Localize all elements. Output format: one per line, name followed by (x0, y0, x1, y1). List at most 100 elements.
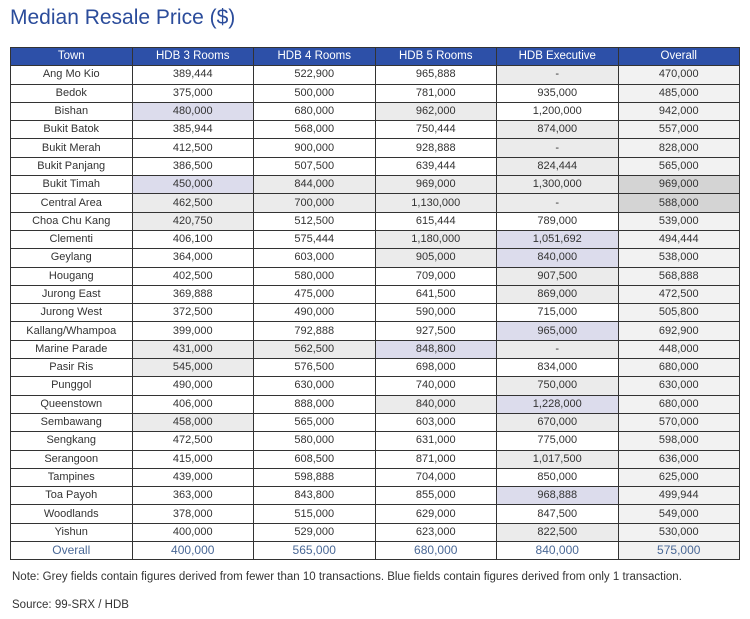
price-cell: 848,800 (374, 339, 497, 360)
table-row: Geylang 364,000 603,000 905,000 840,000 538,0… (10, 248, 740, 268)
price-cell: 905,000 (374, 248, 497, 268)
town-cell: Sembawang (10, 412, 133, 433)
price-cell: 385,944 (131, 120, 254, 140)
price-cell: 402,500 (131, 266, 254, 286)
price-cell: 500,000 (253, 83, 376, 103)
price-cell: 1,180,000 (374, 229, 497, 250)
price-cell: 1,200,000 (496, 101, 619, 122)
table-row: Woodlands 378,000 515,000 629,000 847,500 549… (10, 504, 740, 524)
column-header: HDB 3 Rooms (131, 46, 254, 67)
price-cell: 372,500 (131, 303, 254, 323)
price-cell: 698,000 (374, 358, 497, 378)
town-cell: Bukit Merah (10, 138, 133, 158)
price-cell: 1,051,692 (496, 229, 619, 250)
price-cell: 623,000 (374, 522, 497, 543)
overall-label: Overall (10, 541, 133, 561)
price-cell: 490,000 (253, 303, 376, 323)
price-cell: 369,888 (131, 284, 254, 305)
town-cell: Serangoon (10, 449, 133, 469)
price-cell: 499,944 (617, 486, 740, 506)
price-cell: 629,000 (374, 504, 497, 524)
town-cell: Clementi (10, 229, 133, 250)
price-cell: 615,444 (374, 211, 497, 231)
price-cell: 639,444 (374, 156, 497, 177)
table-row: Queenstown 406,000 888,000 840,000 1,228,000… (10, 394, 740, 414)
price-cell: 828,000 (617, 138, 740, 158)
price-cell: 792,888 (253, 321, 376, 341)
price-cell: 378,000 (131, 504, 254, 524)
price-cell: 844,000 (253, 175, 376, 195)
town-cell: Hougang (10, 266, 133, 286)
price-cell: 480,000 (131, 101, 254, 122)
overall-row: Overall 400,000 565,000 680,000 840,000 575,0… (10, 541, 740, 561)
price-cell: 539,000 (617, 211, 740, 231)
town-cell: Queenstown (10, 394, 133, 414)
price-cell: 448,000 (617, 339, 740, 360)
price-cell: 364,000 (131, 248, 254, 268)
overall-cell: 840,000 (496, 541, 619, 561)
price-cell: 458,000 (131, 412, 254, 433)
price-cell: 968,888 (496, 486, 619, 506)
price-cell: 576,500 (253, 358, 376, 378)
price-cell: 475,000 (253, 284, 376, 305)
price-cell: 869,000 (496, 284, 619, 305)
price-cell: 415,000 (131, 449, 254, 469)
price-cell: 1,017,500 (496, 449, 619, 469)
price-cell: 834,000 (496, 358, 619, 378)
town-cell: Bukit Batok (10, 120, 133, 140)
price-cell: 363,000 (131, 486, 254, 506)
price-cell: 962,000 (374, 101, 497, 122)
table-row: Toa Payoh 363,000 843,800 855,000 968,888 499… (10, 486, 740, 506)
town-cell: Central Area (10, 193, 133, 213)
price-cell: 608,500 (253, 449, 376, 469)
price-cell: - (496, 65, 619, 85)
town-cell: Sengkang (10, 431, 133, 451)
price-cell: 709,000 (374, 266, 497, 286)
town-cell: Bedok (10, 83, 133, 103)
town-cell: Punggol (10, 376, 133, 396)
price-cell: 907,500 (496, 266, 619, 286)
price-cell: 935,000 (496, 83, 619, 103)
column-header: HDB 5 Rooms (374, 46, 497, 67)
footnote: Note: Grey fields contain figures derive… (12, 571, 682, 583)
column-header: HDB Executive (496, 46, 619, 67)
table-row: Kallang/Whampoa 399,000 792,888 927,500 965,… (10, 321, 740, 341)
price-cell: 386,500 (131, 156, 254, 177)
price-cell: 439,000 (131, 467, 254, 488)
price-cell: 715,000 (496, 303, 619, 323)
table-row: Marine Parade 431,000 562,500 848,800-448,0… (10, 339, 740, 360)
price-cell: 822,500 (496, 522, 619, 543)
price-cell: 1,300,000 (496, 175, 619, 195)
town-cell: Toa Payoh (10, 486, 133, 506)
header-row: Town HDB 3 Rooms HDB 4 Rooms HDB 5 Rooms HDB… (10, 46, 740, 67)
price-cell: 530,000 (617, 522, 740, 543)
price-cell: 580,000 (253, 431, 376, 451)
price-cell: - (496, 138, 619, 158)
price-cell: 494,444 (617, 229, 740, 250)
price-cell: 942,000 (617, 101, 740, 122)
price-cell: 568,888 (617, 266, 740, 286)
table-row: Yishun 400,000 529,000 623,000 822,500 530,00… (10, 522, 740, 543)
town-cell: Woodlands (10, 504, 133, 524)
town-cell: Jurong East (10, 284, 133, 305)
overall-cell: 565,000 (253, 541, 376, 561)
price-cell: 420,750 (131, 211, 254, 231)
price-cell: 598,888 (253, 467, 376, 488)
price-cell: 400,000 (131, 522, 254, 543)
price-cell: - (496, 339, 619, 360)
price-cell: 969,000 (617, 175, 740, 195)
price-cell: 847,500 (496, 504, 619, 524)
price-cell: 431,000 (131, 339, 254, 360)
resale-price-table: Town HDB 3 Rooms HDB 4 Rooms HDB 5 Rooms HDB… (10, 46, 740, 561)
town-cell: Jurong West (10, 303, 133, 323)
price-cell: 485,000 (617, 83, 740, 103)
price-cell: - (496, 193, 619, 213)
column-header: Overall (617, 46, 740, 67)
table-row: Bukit Panjang 386,500 507,500 639,444 824,44… (10, 156, 740, 177)
price-cell: 928,888 (374, 138, 497, 158)
overall-cell: 575,000 (617, 541, 740, 561)
price-cell: 641,500 (374, 284, 497, 305)
town-cell: Tampines (10, 467, 133, 488)
town-cell: Yishun (10, 522, 133, 543)
table-row: Serangoon 415,000 608,500 871,000 1,017,500 6… (10, 449, 740, 469)
